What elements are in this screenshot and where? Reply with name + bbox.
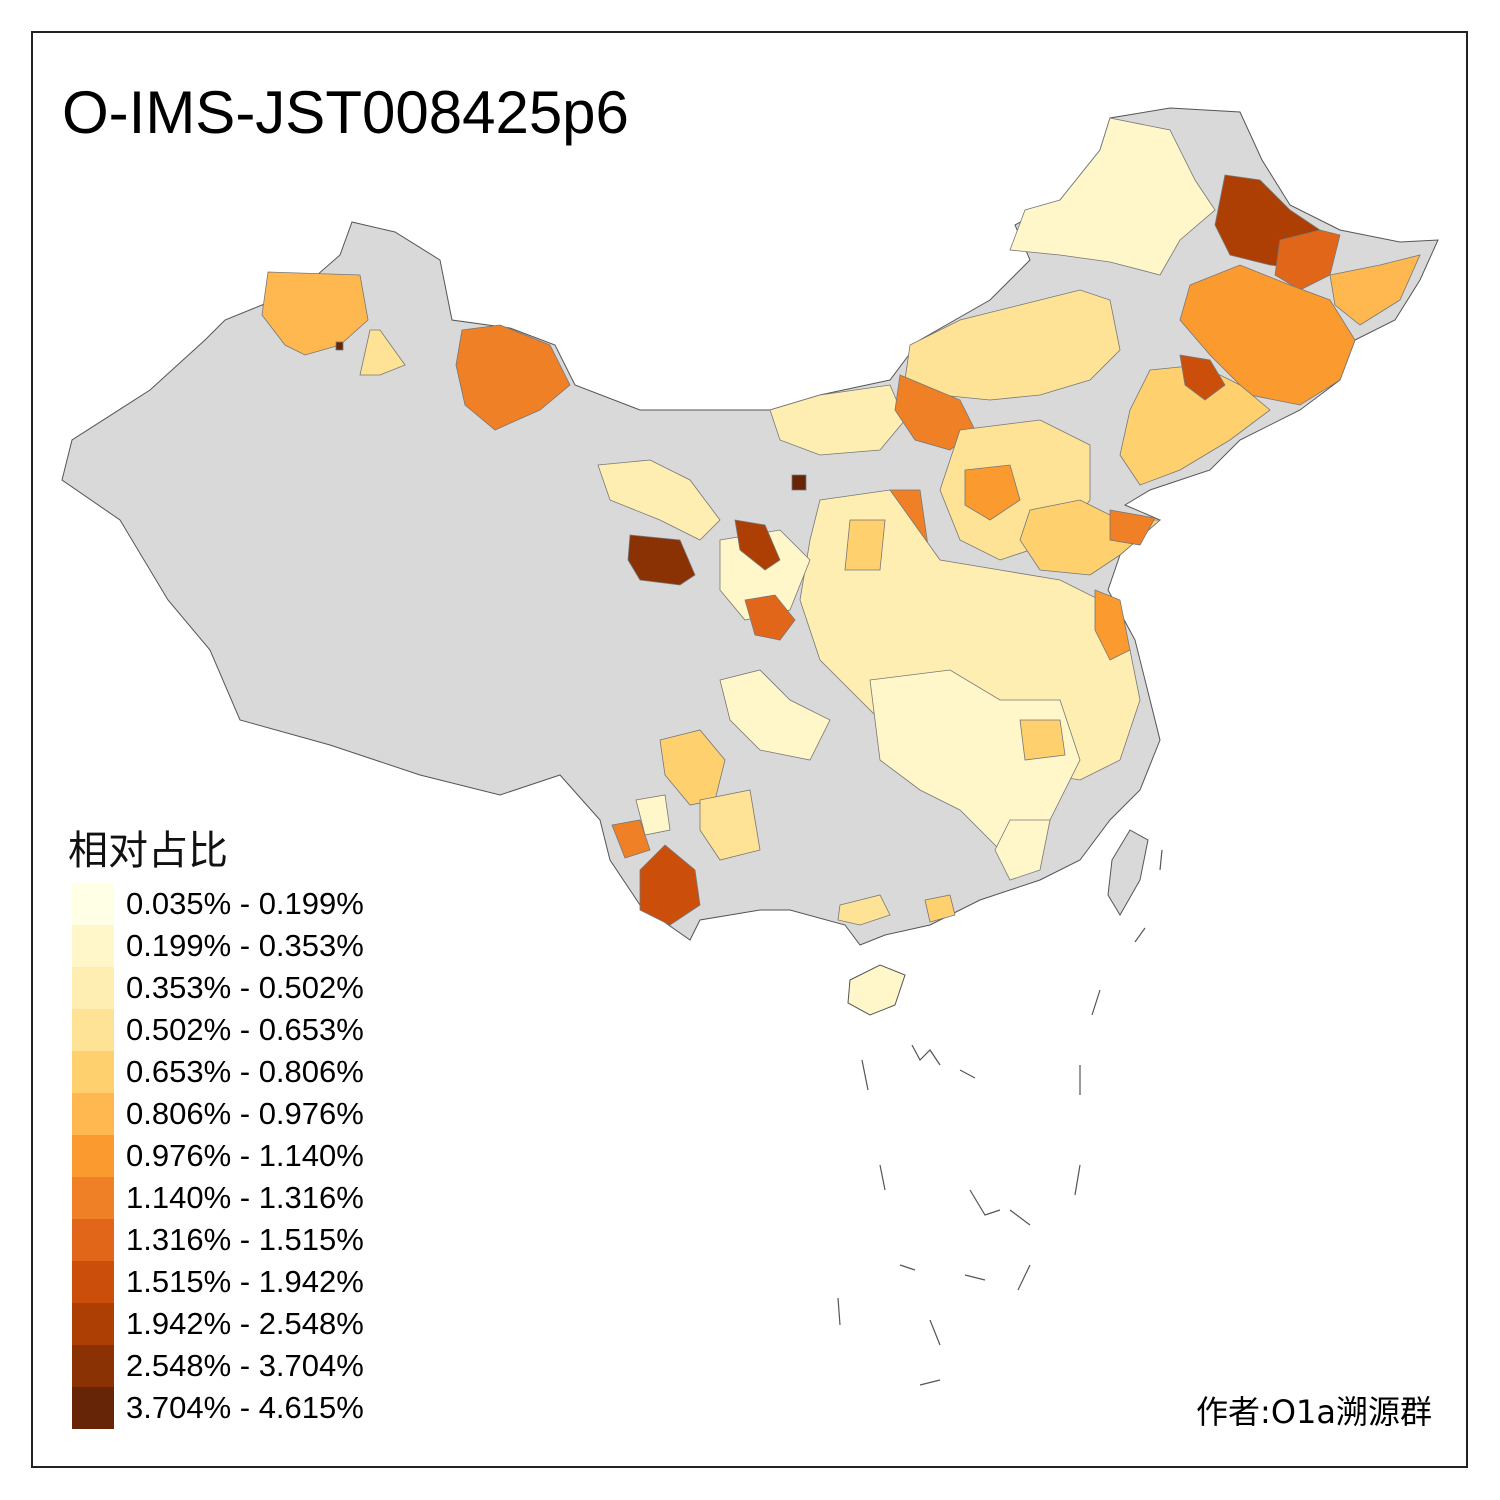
legend-label: 1.316% - 1.515% bbox=[126, 1222, 364, 1257]
legend-label: 1.515% - 1.942% bbox=[126, 1264, 364, 1299]
region-northeast-mid bbox=[1179, 264, 1356, 406]
region-yunnan-light bbox=[635, 794, 671, 836]
region-guangdong-yellow bbox=[924, 894, 956, 923]
legend-swatch bbox=[72, 1219, 114, 1261]
legend-row: 0.976% - 1.140% bbox=[72, 1135, 364, 1177]
legend-swatch bbox=[72, 1345, 114, 1387]
region-guangdong bbox=[994, 819, 1051, 881]
legend-swatch bbox=[72, 1387, 114, 1429]
region-inner-mongolia-spot bbox=[791, 474, 807, 491]
region-yunnan-west bbox=[611, 819, 651, 859]
legend: 0.035% - 0.199% 0.199% - 0.353% 0.353% - 0… bbox=[72, 883, 364, 1429]
legend-row: 0.806% - 0.976% bbox=[72, 1093, 364, 1135]
legend-swatch bbox=[72, 1135, 114, 1177]
legend-label: 0.806% - 0.976% bbox=[126, 1096, 364, 1131]
legend-swatch bbox=[72, 1009, 114, 1051]
region-taiwan bbox=[1107, 829, 1149, 916]
legend-row: 0.199% - 0.353% bbox=[72, 925, 364, 967]
region-qinghai-darkest bbox=[627, 534, 696, 586]
region-shandong-east bbox=[1109, 509, 1156, 546]
region-xinjiang-spot bbox=[335, 341, 344, 351]
legend-swatch bbox=[72, 883, 114, 925]
legend-label: 1.140% - 1.316% bbox=[126, 1180, 364, 1215]
legend-row: 0.653% - 0.806% bbox=[72, 1051, 364, 1093]
region-xinjiang-north bbox=[261, 271, 369, 356]
legend-label: 1.942% - 2.548% bbox=[126, 1306, 364, 1341]
region-liaoning-dark bbox=[1179, 354, 1226, 401]
legend-swatch bbox=[72, 967, 114, 1009]
legend-label: 0.653% - 0.806% bbox=[126, 1054, 364, 1089]
region-northeast-north bbox=[1009, 117, 1216, 276]
legend-swatch bbox=[72, 1261, 114, 1303]
region-gansu-light bbox=[597, 459, 721, 541]
region-guangxi bbox=[837, 894, 891, 926]
region-ningxia-dark bbox=[734, 519, 781, 571]
region-shaanxi-north bbox=[844, 519, 886, 571]
map-title: O-IMS-JST008425p6 bbox=[62, 79, 629, 146]
region-hebei-orange bbox=[894, 374, 976, 451]
legend-row: 1.942% - 2.548% bbox=[72, 1303, 364, 1345]
legend-row: 0.035% - 0.199% bbox=[72, 883, 364, 925]
legend-label: 0.035% - 0.199% bbox=[126, 886, 364, 921]
legend-label: 0.976% - 1.140% bbox=[126, 1138, 364, 1173]
legend-label: 0.353% - 0.502% bbox=[126, 970, 364, 1005]
legend-row: 2.548% - 3.704% bbox=[72, 1345, 364, 1387]
legend-swatch bbox=[72, 925, 114, 967]
legend-row: 3.704% - 4.615% bbox=[72, 1387, 364, 1429]
legend-swatch bbox=[72, 1303, 114, 1345]
region-sichuan bbox=[719, 669, 831, 761]
legend-row: 0.353% - 0.502% bbox=[72, 967, 364, 1009]
region-northeast-east bbox=[1329, 254, 1421, 326]
south-china-sea-islands bbox=[837, 849, 1163, 1386]
legend-label: 0.502% - 0.653% bbox=[126, 1012, 364, 1047]
author-credit: 作者:O1a溯源群 bbox=[1196, 1393, 1432, 1431]
region-shandong bbox=[1019, 499, 1162, 576]
legend-swatch bbox=[72, 1093, 114, 1135]
legend-swatch bbox=[72, 1051, 114, 1093]
region-yunnan-south bbox=[639, 844, 701, 926]
map-frame bbox=[31, 31, 1468, 1468]
legend-label: 2.548% - 3.704% bbox=[126, 1348, 364, 1383]
region-jiangsu bbox=[1094, 589, 1131, 661]
legend-row: 1.515% - 1.942% bbox=[72, 1261, 364, 1303]
legend-swatch bbox=[72, 1177, 114, 1219]
region-xinjiang-light bbox=[359, 329, 406, 376]
legend-label: 3.704% - 4.615% bbox=[126, 1390, 364, 1425]
legend-row: 1.140% - 1.316% bbox=[72, 1177, 364, 1219]
legend-row: 1.316% - 1.515% bbox=[72, 1219, 364, 1261]
region-inner-mongolia-west bbox=[769, 384, 906, 456]
region-liaoning bbox=[1119, 364, 1271, 486]
region-gansu-orange bbox=[744, 594, 796, 641]
legend-title: 相对占比 bbox=[68, 828, 228, 874]
region-hubei-yellow bbox=[1019, 719, 1066, 761]
region-hainan bbox=[847, 964, 906, 1016]
legend-row: 0.502% - 0.653% bbox=[72, 1009, 364, 1051]
region-yunnan-north bbox=[699, 789, 761, 861]
legend-label: 0.199% - 0.353% bbox=[126, 928, 364, 963]
region-xinjiang-east bbox=[455, 324, 571, 431]
region-hebei-mid bbox=[964, 464, 1021, 521]
